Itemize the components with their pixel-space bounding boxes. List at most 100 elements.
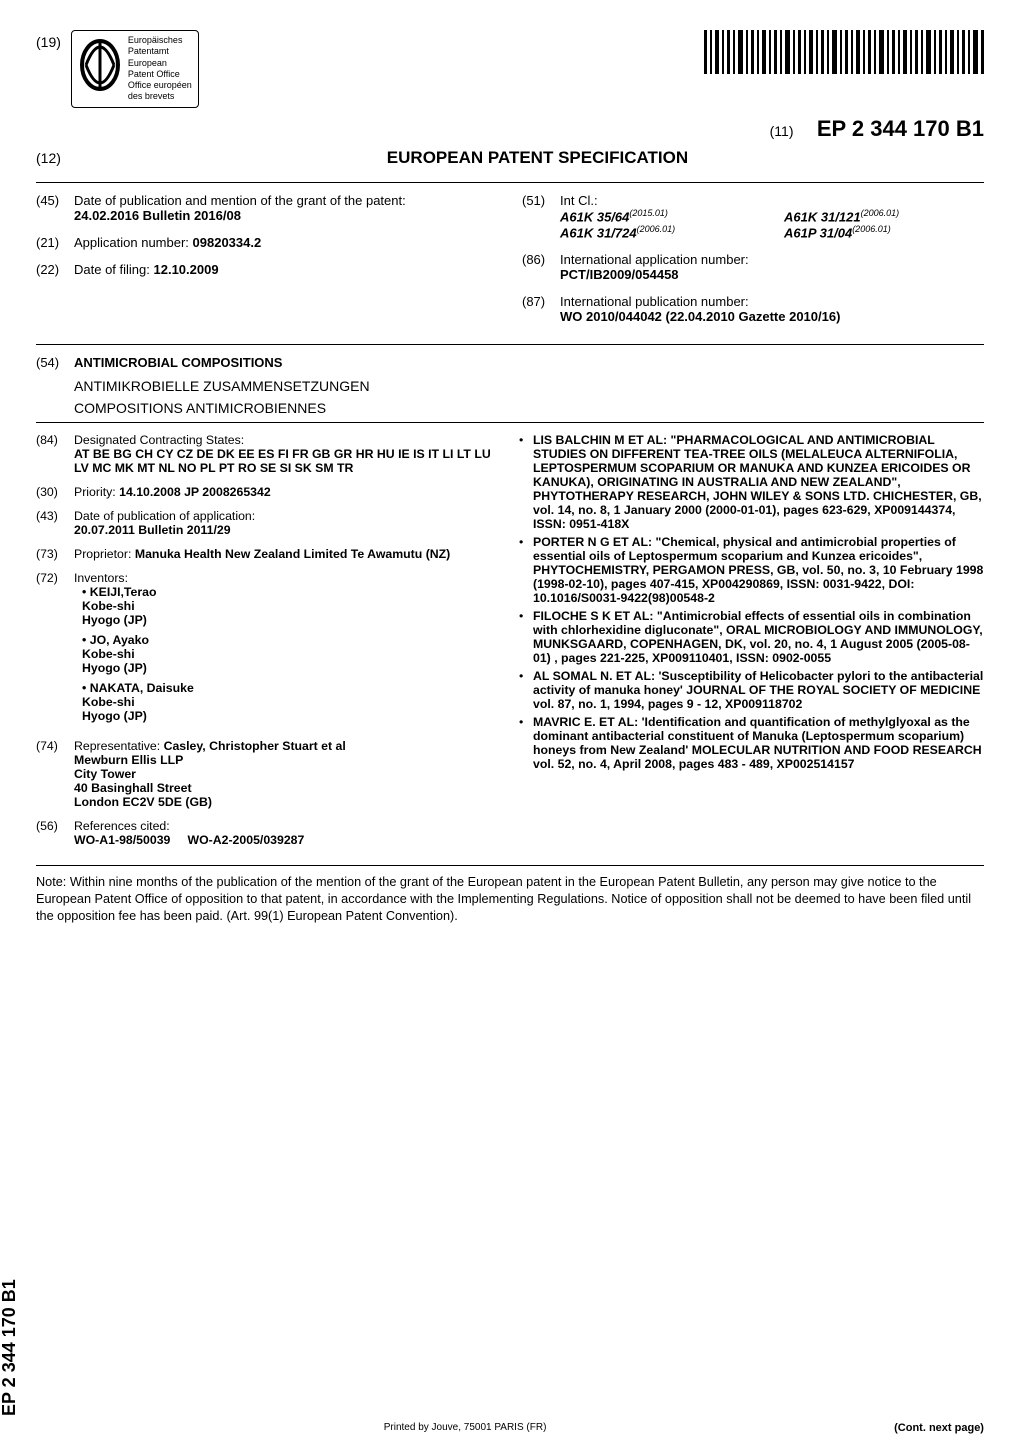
ipc-code: A61K 31/121 xyxy=(784,209,861,224)
body-block: (84) Designated Contracting States: AT B… xyxy=(36,422,984,857)
field-11: (11) xyxy=(770,123,794,139)
title-fr: COMPOSITIONS ANTIMICROBIENNES xyxy=(74,400,984,416)
field-22-label: Date of filing: xyxy=(74,262,150,277)
logo-line: Patent Office xyxy=(128,69,192,80)
field-21: (21) xyxy=(36,235,74,250)
rep-line: 40 Basinghall Street xyxy=(74,781,192,795)
footnote: Note: Within nine months of the publicat… xyxy=(36,865,984,925)
ipc-ver: (2006.01) xyxy=(861,208,900,218)
field-87-value: WO 2010/044042 (22.04.2010 Gazette 2010/… xyxy=(560,309,840,324)
field-74-value: Casley, Christopher Stuart et al xyxy=(164,739,346,753)
citation-item: MAVRIC E. ET AL: 'Identification and qua… xyxy=(519,715,984,771)
logo-line: Patentamt xyxy=(128,46,192,57)
inventor-item: • KEIJI,Terao Kobe-shi Hyogo (JP) xyxy=(82,585,501,627)
field-45-label: Date of publication and mention of the g… xyxy=(74,193,406,208)
ipc-code: A61P 31/04 xyxy=(784,225,852,240)
citation-text: FILOCHE S K ET AL: "Antimicrobial effect… xyxy=(533,609,983,665)
field-22-value: 12.10.2009 xyxy=(154,262,219,277)
field-21-value: 09820334.2 xyxy=(193,235,262,250)
inventor-name: NAKATA, Daisuke xyxy=(90,681,194,695)
title-de: ANTIMIKROBIELLE ZUSAMMENSETZUNGEN xyxy=(74,378,984,394)
field-45-value: 24.02.2016 Bulletin 2016/08 xyxy=(74,208,241,223)
citation-text: LIS BALCHIN M ET AL: "PHARMACOLOGICAL AN… xyxy=(533,433,982,531)
epo-logo-box: Europäisches Patentamt European Patent O… xyxy=(71,30,199,108)
field-51-label: Int Cl.: xyxy=(560,193,598,208)
field-30: (30) xyxy=(36,485,74,499)
field-21-label: Application number: xyxy=(74,235,189,250)
cont-next-page: (Cont. next page) xyxy=(894,1422,984,1434)
inventor-city: Kobe-shi xyxy=(82,599,135,613)
field-43: (43) xyxy=(36,509,74,537)
field-73-value: Manuka Health New Zealand Limited Te Awa… xyxy=(135,547,450,561)
body-left-col: (84) Designated Contracting States: AT B… xyxy=(36,433,501,857)
inventor-region: Hyogo (JP) xyxy=(82,709,147,723)
inventor-name: JO, Ayako xyxy=(90,633,149,647)
page-footer: Printed by Jouve, 75001 PARIS (FR) (Cont… xyxy=(0,1422,1020,1434)
meta-right-col: (51) Int Cl.: A61K 35/64(2015.01) A61K 3… xyxy=(522,193,984,337)
printer-line: Printed by Jouve, 75001 PARIS (FR) xyxy=(384,1422,547,1434)
ipc-code: A61K 31/724 xyxy=(560,225,637,240)
citation-text: AL SOMAL N. ET AL: 'Susceptibility of He… xyxy=(533,669,983,711)
inventor-region: Hyogo (JP) xyxy=(82,613,147,627)
field-73-label: Proprietor: xyxy=(74,547,131,561)
meta-left-col: (45) Date of publication and mention of … xyxy=(36,193,498,337)
spine-label: EP 2 344 170 B1 xyxy=(0,1279,20,1416)
header-left: (19) Europäisches Patentamt European Pat… xyxy=(36,30,199,108)
field-45: (45) xyxy=(36,193,74,223)
field-43-value: 20.07.2011 Bulletin 2011/29 xyxy=(74,523,231,537)
citation-item: AL SOMAL N. ET AL: 'Susceptibility of He… xyxy=(519,669,984,711)
field-12: (12) xyxy=(36,150,61,166)
logo-line: European xyxy=(128,58,192,69)
rep-line: London EC2V 5DE (GB) xyxy=(74,795,212,809)
epo-logo-text: Europäisches Patentamt European Patent O… xyxy=(128,35,192,103)
field-22: (22) xyxy=(36,262,74,277)
inventor-name: KEIJI,Terao xyxy=(90,585,157,599)
doc-type-row: (12) EUROPEAN PATENT SPECIFICATION xyxy=(36,148,984,168)
ipc-code: A61K 35/64 xyxy=(560,209,629,224)
field-84: (84) xyxy=(36,433,74,475)
doc-type-title: EUROPEAN PATENT SPECIFICATION xyxy=(91,148,984,168)
field-43-label: Date of publication of application: xyxy=(74,509,255,523)
header-top-row: (19) Europäisches Patentamt European Pat… xyxy=(36,30,984,108)
field-19: (19) xyxy=(36,30,61,50)
body-right-col: LIS BALCHIN M ET AL: "PHARMACOLOGICAL AN… xyxy=(519,433,984,857)
inventor-city: Kobe-shi xyxy=(82,695,135,709)
ipc-grid: A61K 35/64(2015.01) A61K 31/121(2006.01)… xyxy=(560,208,984,241)
inventor-item: • JO, Ayako Kobe-shi Hyogo (JP) xyxy=(82,633,501,675)
field-86: (86) xyxy=(522,252,560,282)
citation-item: FILOCHE S K ET AL: "Antimicrobial effect… xyxy=(519,609,984,665)
inventor-item: • NAKATA, Daisuke Kobe-shi Hyogo (JP) xyxy=(82,681,501,723)
ipc-ver: (2006.01) xyxy=(852,224,891,234)
inventor-region: Hyogo (JP) xyxy=(82,661,147,675)
field-51: (51) xyxy=(522,193,560,241)
field-87-label: International publication number: xyxy=(560,294,749,309)
field-56: (56) xyxy=(36,819,74,847)
ref-cited: WO-A2-2005/039287 xyxy=(187,833,304,847)
field-72: (72) xyxy=(36,571,74,729)
meta-block: (45) Date of publication and mention of … xyxy=(36,182,984,337)
field-74-label: Representative: xyxy=(74,739,160,753)
field-87: (87) xyxy=(522,294,560,324)
logo-line: Europäisches xyxy=(128,35,192,46)
field-73: (73) xyxy=(36,547,74,561)
rep-line: City Tower xyxy=(74,767,136,781)
rep-line: Mewburn Ellis LLP xyxy=(74,753,183,767)
field-86-value: PCT/IB2009/054458 xyxy=(560,267,679,282)
epo-logo-icon xyxy=(78,35,122,91)
field-74: (74) xyxy=(36,739,74,809)
ref-cited: WO-A1-98/50039 xyxy=(74,833,170,847)
title-main: ANTIMICROBIAL COMPOSITIONS xyxy=(74,355,282,370)
field-30-value: 14.10.2008 JP 2008265342 xyxy=(119,485,271,499)
logo-line: des brevets xyxy=(128,91,192,102)
field-54: (54) xyxy=(36,355,74,370)
publication-number: EP 2 344 170 B1 xyxy=(817,116,984,141)
inventor-city: Kobe-shi xyxy=(82,647,135,661)
field-86-label: International application number: xyxy=(560,252,749,267)
field-84-label: Designated Contracting States: xyxy=(74,433,244,447)
logo-line: Office européen xyxy=(128,80,192,91)
citation-item: LIS BALCHIN M ET AL: "PHARMACOLOGICAL AN… xyxy=(519,433,984,531)
field-56-label: References cited: xyxy=(74,819,170,833)
title-block: (54) ANTIMICROBIAL COMPOSITIONS ANTIMIKR… xyxy=(36,344,984,416)
field-84-value: AT BE BG CH CY CZ DE DK EE ES FI FR GB G… xyxy=(74,447,491,475)
field-30-label: Priority: xyxy=(74,485,116,499)
